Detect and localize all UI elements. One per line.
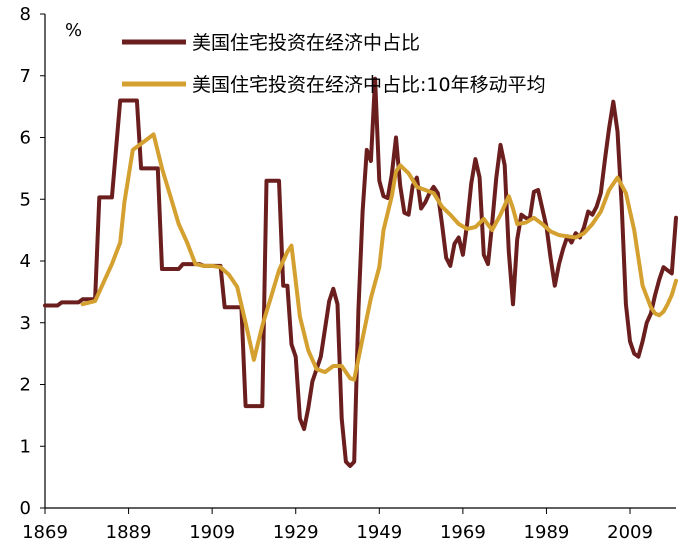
x-tick-label: 1869 [22,522,68,543]
series-line-1 [43,76,678,468]
y-unit-label: % [65,20,82,41]
legend-label-1: 美国住宅投资在经济中占比 [192,32,420,54]
y-tick-label: 1 [20,436,31,457]
x-tick-label: 1949 [356,522,402,543]
y-tick-label: 0 [20,498,31,519]
x-tick-label: 1889 [106,522,152,543]
y-tick-label: 3 [20,313,31,334]
y-tick-label: 4 [20,251,31,272]
y-tick-label: 7 [20,66,31,87]
legend-label-2: 美国住宅投资在经济中占比:10年移动平均 [192,74,546,96]
y-tick-label: 5 [20,189,31,210]
x-tick-label: 1969 [440,522,486,543]
y-tick-label: 8 [20,4,31,25]
series-lines [43,76,678,468]
y-tick-label: 2 [20,375,31,396]
axes: 0 1 2 3 4 5 6 7 8 1869 1889 1909 1929 1949 1969 1989 200… [20,4,676,543]
x-tick-label: 1909 [189,522,235,543]
x-tick-label: 1929 [273,522,319,543]
y-tick-label: 6 [20,128,31,149]
x-tick-label: 1989 [524,522,570,543]
series-line-2 [80,132,678,382]
x-tick-label: 2009 [607,522,653,543]
